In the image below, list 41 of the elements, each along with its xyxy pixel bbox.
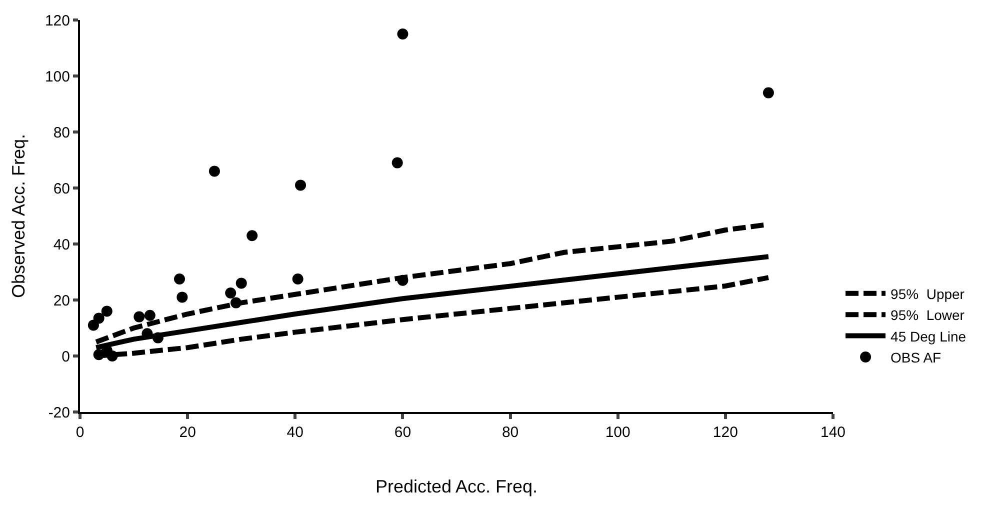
y-tick-label: 80 xyxy=(53,124,70,142)
legend-label: OBS AF xyxy=(890,349,942,366)
point xyxy=(93,349,104,360)
point xyxy=(397,28,408,40)
y-axis-title: Observed Acc. Freq. xyxy=(8,134,29,298)
point xyxy=(101,306,112,317)
x-axis-title: Predicted Acc. Freq. xyxy=(375,476,538,497)
legend-label: 45 Deg Line xyxy=(890,328,966,344)
point xyxy=(144,310,156,321)
point xyxy=(152,332,164,344)
point xyxy=(230,297,242,308)
point xyxy=(295,180,306,191)
x-tick-label: 80 xyxy=(502,424,519,441)
point xyxy=(397,274,408,286)
y-tick-label: 100 xyxy=(44,68,70,86)
point xyxy=(174,274,185,284)
x-tick-label: 40 xyxy=(286,424,304,441)
x-tick-label: 60 xyxy=(394,424,412,441)
y-tick-label: -20 xyxy=(48,404,70,422)
point xyxy=(176,292,188,303)
y-tick-label: 40 xyxy=(53,236,70,254)
point xyxy=(93,312,104,324)
legend-label: 95% Upper xyxy=(890,286,965,302)
y-tick-label: 0 xyxy=(62,348,70,366)
y-tick-label: 60 xyxy=(53,180,70,198)
y-tick-label: 20 xyxy=(53,292,70,310)
x-tick-label: 100 xyxy=(605,424,630,441)
legend-label: 95% Lower xyxy=(890,307,965,324)
point xyxy=(225,288,236,298)
x-tick-label: 0 xyxy=(76,424,84,441)
point xyxy=(208,166,220,177)
point xyxy=(134,311,145,322)
point xyxy=(392,157,403,168)
x-tick-label: 120 xyxy=(712,424,738,441)
x-tick-label: 20 xyxy=(179,424,196,441)
y-tick-label: 120 xyxy=(44,12,70,30)
point xyxy=(246,230,258,242)
point xyxy=(762,87,774,98)
x-tick-label: 140 xyxy=(820,424,846,441)
point xyxy=(292,274,304,284)
point xyxy=(236,278,247,289)
